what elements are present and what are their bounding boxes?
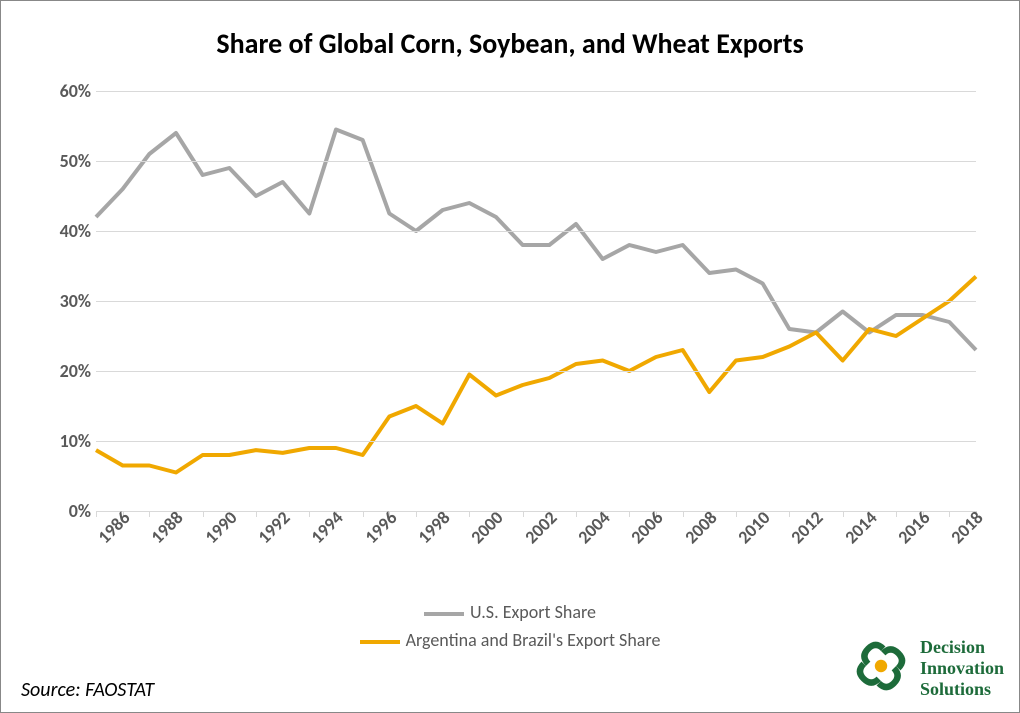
gridline bbox=[96, 301, 976, 302]
x-tick-label: 2002 bbox=[520, 507, 561, 548]
gridline bbox=[96, 91, 976, 92]
x-tick-label: 2000 bbox=[466, 507, 507, 548]
series-line bbox=[96, 277, 976, 473]
chart-container: Share of Global Corn, Soybean, and Wheat… bbox=[0, 0, 1020, 713]
x-tick-label: 1986 bbox=[93, 507, 134, 548]
series-line bbox=[96, 130, 976, 351]
y-tick-label: 40% bbox=[31, 220, 91, 242]
x-tick-label: 2014 bbox=[840, 507, 881, 548]
source-citation: Source: FAOSTAT bbox=[21, 678, 154, 702]
chart-title: Share of Global Corn, Soybean, and Wheat… bbox=[1, 26, 1019, 61]
y-axis: 0%10%20%30%40%50%60% bbox=[31, 91, 91, 511]
x-axis: 1986198819901992199419961998200020022004… bbox=[96, 516, 976, 586]
logo-icon bbox=[850, 635, 912, 702]
y-tick-label: 50% bbox=[31, 150, 91, 172]
gridline bbox=[96, 161, 976, 162]
x-tick-label: 1990 bbox=[200, 507, 241, 548]
y-tick-label: 20% bbox=[31, 360, 91, 382]
legend-swatch bbox=[360, 640, 400, 644]
x-tick-label: 1994 bbox=[306, 507, 347, 548]
x-tick-label: 2004 bbox=[573, 507, 614, 548]
y-tick-label: 60% bbox=[31, 80, 91, 102]
logo-line-3: Solutions bbox=[920, 679, 1004, 700]
legend-label: U.S. Export Share bbox=[470, 601, 596, 623]
y-tick-label: 10% bbox=[31, 430, 91, 452]
y-tick-label: 30% bbox=[31, 290, 91, 312]
y-tick-label: 0% bbox=[31, 500, 91, 522]
gridline bbox=[96, 441, 976, 442]
x-tick-label: 1992 bbox=[253, 507, 294, 548]
gridline bbox=[96, 231, 976, 232]
gridline bbox=[96, 371, 976, 372]
x-tick-label: 1998 bbox=[413, 507, 454, 548]
x-tick-label: 1996 bbox=[360, 507, 401, 548]
logo-line-2: Innovation bbox=[920, 658, 1004, 679]
legend-item: U.S. Export Share bbox=[1, 601, 1019, 623]
plot-area bbox=[96, 91, 976, 511]
x-tick-label: 2006 bbox=[626, 507, 667, 548]
logo-text: Decision Innovation Solutions bbox=[920, 637, 1004, 699]
x-tick-label: 2008 bbox=[680, 507, 721, 548]
x-tick-label: 2016 bbox=[893, 507, 934, 548]
x-tick-label: 2012 bbox=[786, 507, 827, 548]
x-tick-label: 2010 bbox=[733, 507, 774, 548]
legend-label: Argentina and Brazil's Export Share bbox=[406, 629, 661, 651]
logo-line-1: Decision bbox=[920, 637, 1004, 658]
legend-swatch bbox=[424, 612, 464, 616]
x-tick-label: 2018 bbox=[946, 507, 987, 548]
x-tick-label: 1988 bbox=[146, 507, 187, 548]
brand-logo: Decision Innovation Solutions bbox=[850, 635, 1004, 702]
